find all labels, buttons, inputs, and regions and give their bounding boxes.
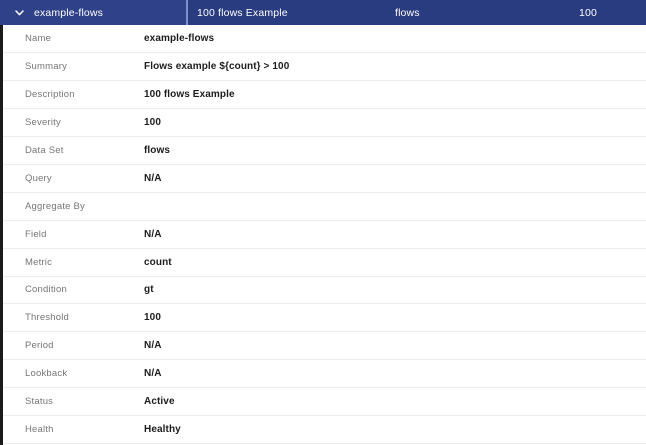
detail-label: Status (3, 387, 141, 416)
detail-label: Summary (3, 52, 141, 82)
detail-label: Severity (3, 108, 141, 138)
detail-table: Name example-flows Summary Flows example… (3, 25, 646, 444)
detail-value: N/A (141, 359, 646, 389)
detail-value: Flows example ${count} > 100 (141, 52, 646, 82)
table-row: Status Active (3, 387, 646, 416)
header-cell-name[interactable]: example-flows (0, 0, 188, 25)
detail-value: N/A (141, 164, 646, 193)
detail-table-container: Name example-flows Summary Flows example… (0, 25, 646, 445)
detail-label: Health (3, 415, 141, 444)
table-row: Condition gt (3, 276, 646, 305)
detail-label: Lookback (3, 359, 141, 389)
table-row: Health Healthy (3, 415, 646, 444)
detail-value: flows (141, 136, 646, 165)
detail-label: Metric (3, 248, 141, 277)
detail-value (141, 192, 646, 221)
header-cell-data-set[interactable]: flows (384, 0, 569, 25)
detail-value: 100 flows Example (141, 80, 646, 110)
detail-table-body: Name example-flows Summary Flows example… (3, 25, 646, 444)
detail-value: count (141, 248, 646, 277)
alert-summary-header-row[interactable]: example-flows 100 flows Example flows 10… (0, 0, 646, 25)
detail-label: Aggregate By (3, 192, 141, 221)
detail-value: 100 (141, 303, 646, 333)
header-cell-summary[interactable]: 100 flows Example (188, 0, 384, 25)
header-summary-text: 100 flows Example (197, 6, 288, 19)
chevron-down-icon[interactable] (14, 7, 25, 18)
detail-value: example-flows (141, 25, 646, 54)
header-name-text: example-flows (34, 6, 104, 19)
detail-label: Data Set (3, 136, 141, 165)
detail-label: Period (3, 331, 141, 361)
table-row: Field N/A (3, 220, 646, 249)
detail-value: Healthy (141, 415, 646, 444)
detail-label: Name (3, 25, 141, 54)
table-row: Metric count (3, 248, 646, 277)
table-row: Threshold 100 (3, 303, 646, 333)
header-severity-text: 100 (579, 6, 597, 19)
detail-value: 100 (141, 108, 646, 138)
detail-label: Condition (3, 276, 141, 305)
table-row: Name example-flows (3, 25, 646, 54)
table-row: Period N/A (3, 331, 646, 361)
table-row: Lookback N/A (3, 359, 646, 389)
detail-label: Query (3, 164, 141, 193)
detail-value: Active (141, 387, 646, 416)
table-row: Severity 100 (3, 108, 646, 138)
header-cell-severity[interactable]: 100 (569, 0, 646, 25)
detail-label: Threshold (3, 303, 141, 333)
detail-value: N/A (141, 331, 646, 361)
table-row: Data Set flows (3, 136, 646, 165)
header-dataset-text: flows (395, 6, 420, 19)
table-row: Summary Flows example ${count} > 100 (3, 52, 646, 82)
table-row: Description 100 flows Example (3, 80, 646, 110)
detail-value: N/A (141, 220, 646, 249)
table-row: Query N/A (3, 164, 646, 193)
detail-label: Description (3, 80, 141, 110)
detail-value: gt (141, 276, 646, 305)
detail-label: Field (3, 220, 141, 249)
table-row: Aggregate By (3, 192, 646, 221)
